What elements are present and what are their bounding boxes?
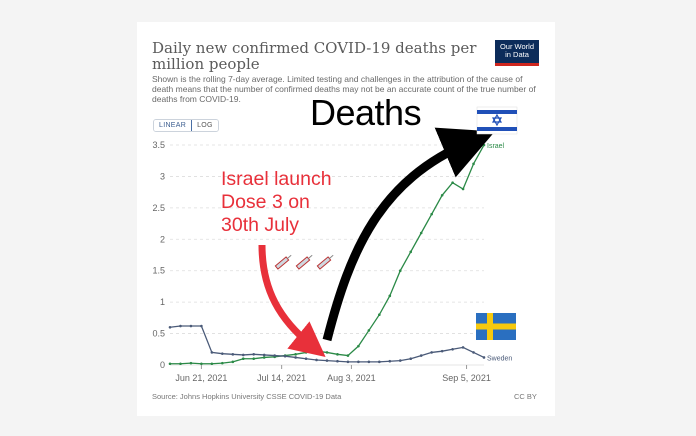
data-point: [388, 294, 392, 298]
y-tick-label: 0.5: [152, 329, 165, 339]
data-point: [346, 354, 350, 357]
data-point: [210, 351, 214, 354]
data-point: [168, 362, 172, 366]
data-point: [231, 353, 235, 356]
series-label: Sweden: [487, 355, 512, 362]
data-point: [409, 250, 413, 254]
data-point: [304, 351, 308, 354]
data-point: [367, 360, 371, 364]
data-point: [168, 325, 172, 329]
data-point: [472, 162, 475, 166]
data-point: [304, 357, 308, 361]
syringe-icon: [316, 254, 334, 270]
linear-scale-button[interactable]: LINEAR: [153, 120, 193, 131]
data-point: [200, 324, 203, 328]
data-point: [430, 351, 433, 354]
logo-line-2: in Data: [505, 50, 529, 59]
x-tick-label: Jun 21, 2021: [175, 373, 227, 383]
y-axis-ticks: 0 0.5 1 1.5 2 2.5 3 3.5: [152, 140, 165, 370]
data-point: [357, 344, 360, 348]
sweden-flag-icon: [476, 313, 516, 340]
data-point: [482, 143, 486, 147]
syringe-icon: [295, 254, 313, 270]
y-tick-label: 1: [160, 297, 165, 307]
data-point: [200, 362, 203, 366]
license-link[interactable]: CC BY: [514, 392, 537, 401]
data-point: [346, 360, 350, 364]
data-point: [210, 362, 214, 366]
y-tick-label: 1.5: [152, 266, 165, 276]
data-point: [252, 357, 256, 361]
data-point: [430, 212, 433, 216]
data-point: [378, 360, 381, 364]
data-point: [336, 353, 339, 356]
chart-card: [137, 22, 555, 416]
data-point: [179, 362, 182, 366]
data-point: [231, 360, 235, 364]
data-point: [398, 269, 402, 273]
data-point: [451, 181, 454, 185]
dose-3-annotation: Israel launch Dose 3 on 30th July: [221, 168, 332, 236]
data-point: [273, 354, 276, 357]
chart-subtitle: Shown is the rolling 7-day average. Limi…: [152, 74, 536, 104]
data-point: [262, 353, 266, 357]
scale-toggle: LINEAR LOG: [153, 119, 219, 132]
data-point: [325, 351, 329, 354]
red-arrow: [258, 244, 326, 358]
data-point: [241, 353, 245, 357]
y-tick-label: 3: [160, 171, 165, 181]
data-point: [367, 329, 371, 332]
data-point: [179, 324, 182, 328]
data-point: [315, 349, 318, 353]
data-point: [283, 354, 287, 358]
log-scale-button[interactable]: LOG: [192, 120, 218, 131]
black-arrow: [322, 127, 495, 342]
y-tick-label: 3.5: [152, 140, 165, 150]
x-tick-label: Aug 3, 2021: [327, 373, 376, 383]
x-axis-ticks: Jun 21, 2021 Jul 14, 2021 Aug 3, 2021 Sep 5…: [175, 365, 491, 383]
data-point: [409, 357, 413, 361]
logo-line-1: Our World: [499, 42, 535, 51]
data-point: [419, 231, 423, 235]
annotation-arrows: [258, 106, 518, 358]
y-tick-label: 2.5: [152, 203, 165, 213]
data-point: [189, 361, 193, 365]
data-point: [388, 359, 392, 363]
chart-title: Daily new confirmed COVID-19 deaths per …: [152, 39, 477, 73]
data-point: [440, 349, 444, 353]
data-point: [294, 353, 297, 356]
data-point: [472, 351, 475, 354]
series-label: Israel: [487, 143, 505, 150]
owid-logo[interactable]: Our World in Data: [495, 40, 539, 66]
data-point: [315, 358, 318, 362]
deaths-annotation: Deaths: [310, 92, 422, 133]
data-point: [482, 356, 486, 359]
data-point: [461, 346, 465, 349]
source-note: Source: Johns Hopkins University CSSE CO…: [152, 392, 342, 401]
data-point: [241, 357, 245, 361]
data-point: [221, 361, 224, 365]
x-tick-label: Jul 14, 2021: [257, 373, 306, 383]
data-point: [440, 193, 444, 197]
data-point: [357, 360, 360, 364]
data-point: [325, 359, 329, 362]
data-point: [461, 187, 465, 191]
x-tick-label: Sep 5, 2021: [442, 373, 491, 383]
y-tick-label: 0: [160, 360, 165, 370]
israel-flag-icon: [476, 106, 518, 135]
syringe-icon: [274, 254, 292, 270]
data-point: [294, 356, 297, 359]
data-point: [252, 353, 256, 356]
data-point: [221, 352, 224, 355]
data-point: [336, 359, 339, 363]
y-tick-label: 2: [160, 234, 165, 244]
data-point: [451, 347, 454, 351]
data-point: [378, 313, 381, 317]
data-point: [189, 324, 193, 328]
data-point: [398, 359, 402, 362]
data-point: [419, 354, 423, 357]
data-point: [262, 356, 266, 359]
